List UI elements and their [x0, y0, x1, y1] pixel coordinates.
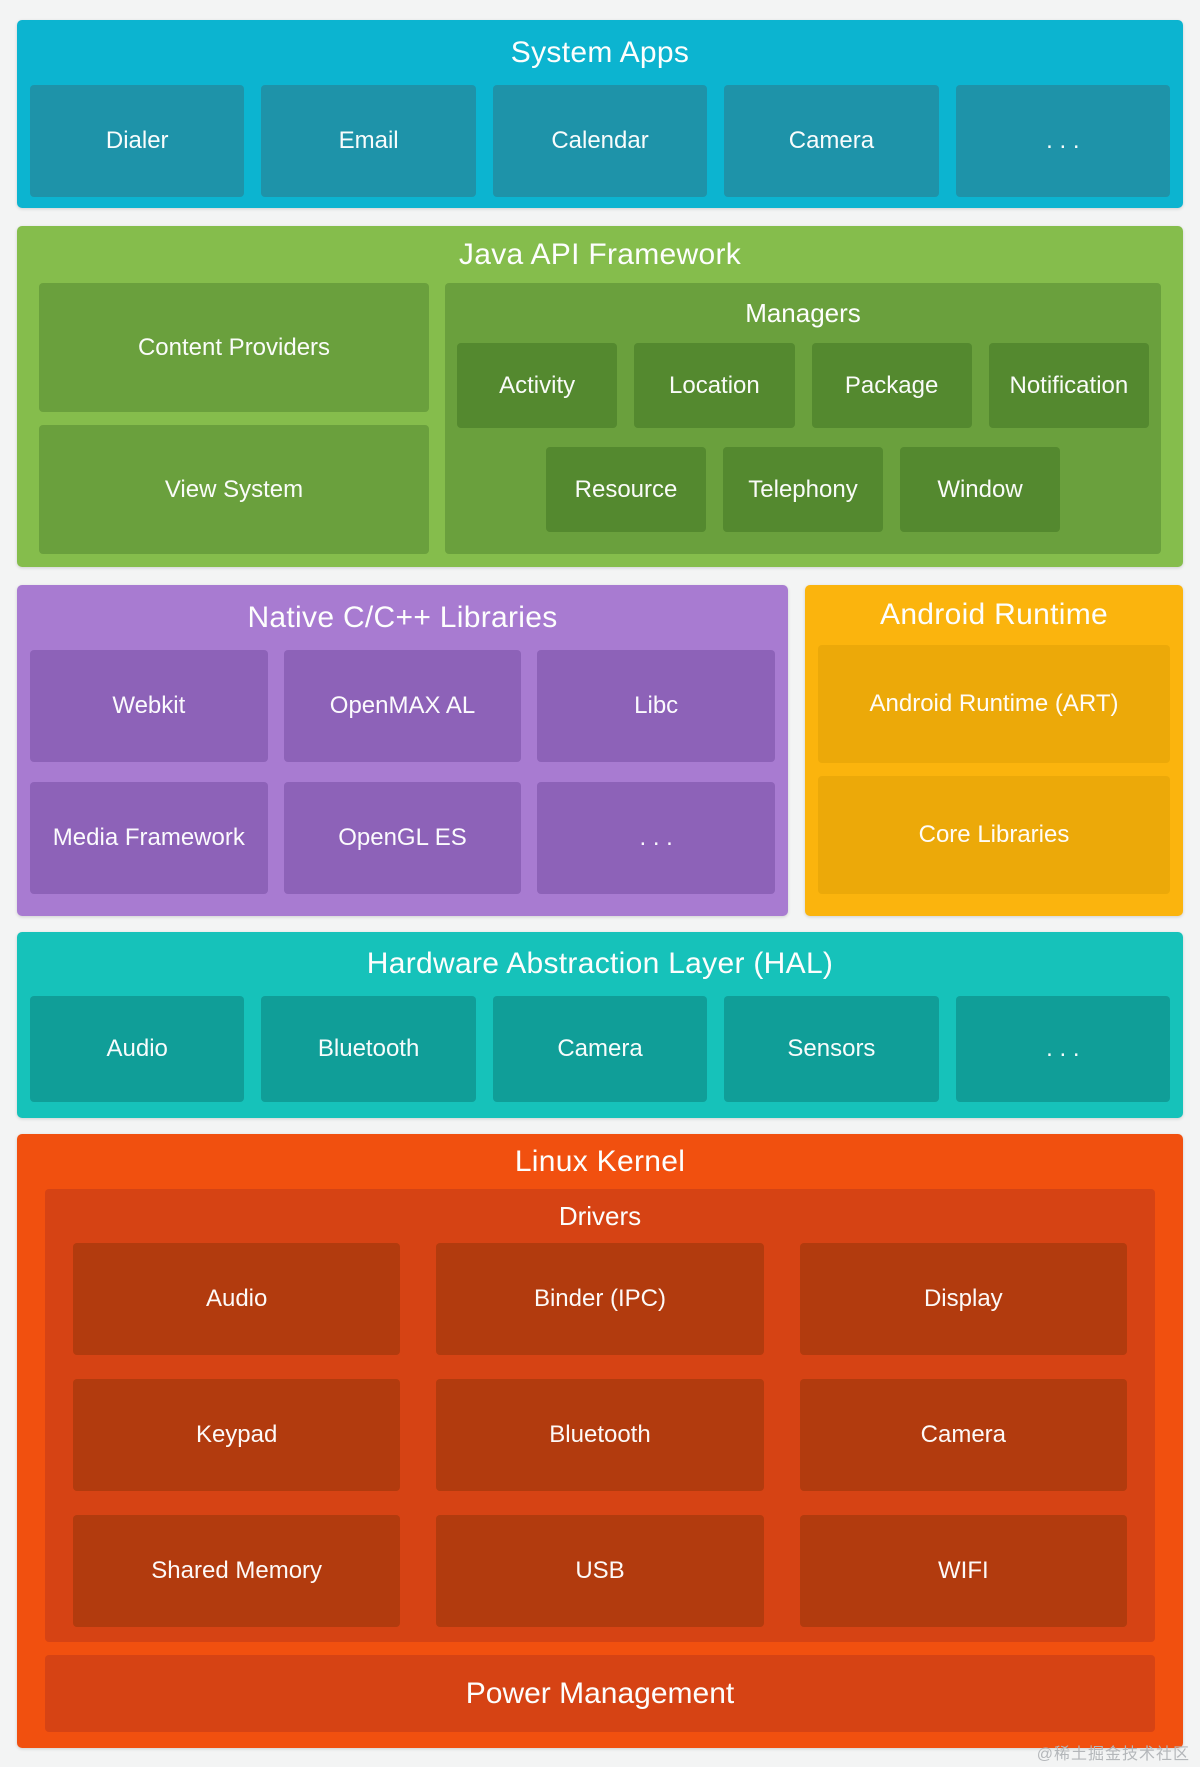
managers-group: Managers Activity Location Package Notif…: [445, 283, 1161, 554]
managers-row-1: Activity Location Package Notification: [457, 343, 1149, 428]
box-libc: Libc: [537, 650, 775, 762]
box-driver-audio: Audio: [73, 1243, 401, 1355]
hal-row: Audio Bluetooth Camera Sensors . . .: [17, 996, 1183, 1102]
box-power-management: Power Management: [45, 1655, 1155, 1732]
native-libraries-grid: Webkit OpenMAX AL Libc Media Framework O…: [17, 650, 788, 894]
section-native-libraries: Native C/C++ Libraries Webkit OpenMAX AL…: [17, 585, 788, 916]
section-title-native-libraries: Native C/C++ Libraries: [247, 600, 558, 634]
box-email: Email: [261, 85, 476, 197]
managers-title: Managers: [745, 297, 861, 328]
box-opengl-es: OpenGL ES: [283, 782, 522, 894]
libraries-runtime-row: Native C/C++ Libraries Webkit OpenMAX AL…: [17, 585, 1183, 916]
box-core-libraries: Core Libraries: [818, 776, 1170, 894]
box-media-framework: Media Framework: [30, 782, 268, 894]
box-art: Android Runtime (ART): [818, 645, 1170, 763]
box-more-apps: . . .: [955, 85, 1171, 197]
section-hal: Hardware Abstraction Layer (HAL) Audio B…: [17, 932, 1183, 1118]
box-notification-manager: Notification: [988, 343, 1149, 428]
box-camera-app: Camera: [724, 85, 939, 197]
box-driver-shared-memory: Shared Memory: [73, 1515, 401, 1627]
box-openmax-al: OpenMAX AL: [283, 650, 522, 762]
box-more-libraries: . . .: [537, 782, 775, 894]
section-system-apps: System Apps Dialer Email Calendar Camera…: [17, 20, 1183, 208]
box-dialer: Dialer: [30, 85, 245, 197]
diagram-stack: System Apps Dialer Email Calendar Camera…: [17, 20, 1183, 1748]
managers-row-2: Resource Telephony Window: [457, 447, 1149, 532]
box-webkit: Webkit: [30, 650, 268, 762]
section-java-api-framework: Java API Framework Content Providers Vie…: [17, 226, 1183, 567]
box-location-manager: Location: [634, 343, 795, 428]
box-window-manager: Window: [900, 447, 1060, 532]
drivers-grid: Audio Binder (IPC) Display Keypad Blueto…: [45, 1243, 1155, 1627]
drivers-title: Drivers: [558, 1200, 642, 1231]
watermark: @稀土掘金技术社区: [1036, 1746, 1190, 1763]
section-title-linux-kernel: Linux Kernel: [514, 1144, 686, 1178]
android-runtime-column: Android Runtime (ART) Core Libraries: [805, 645, 1183, 894]
box-hal-bluetooth: Bluetooth: [261, 996, 476, 1102]
java-left-column: Content Providers View System: [39, 283, 429, 554]
box-resource-manager: Resource: [546, 447, 706, 532]
system-apps-row: Dialer Email Calendar Camera . . .: [17, 85, 1183, 197]
box-driver-binder-ipc: Binder (IPC): [436, 1243, 764, 1355]
section-title-hal: Hardware Abstraction Layer (HAL): [366, 947, 834, 980]
box-hal-camera: Camera: [492, 996, 708, 1102]
box-package-manager: Package: [811, 343, 972, 428]
box-driver-camera: Camera: [799, 1379, 1127, 1491]
box-driver-usb: USB: [436, 1515, 764, 1627]
section-linux-kernel: Linux Kernel Drivers Audio Binder (IPC) …: [17, 1134, 1183, 1748]
section-title-system-apps: System Apps: [510, 35, 690, 69]
section-title-java-api-framework: Java API Framework: [458, 237, 742, 271]
drivers-group: Drivers Audio Binder (IPC) Display Keypa…: [45, 1189, 1155, 1642]
box-driver-display: Display: [799, 1243, 1127, 1355]
box-content-providers: Content Providers: [39, 283, 429, 412]
box-calendar: Calendar: [492, 85, 708, 197]
box-hal-more: . . .: [955, 996, 1171, 1102]
box-hal-audio: Audio: [30, 996, 245, 1102]
box-driver-wifi: WIFI: [799, 1515, 1127, 1627]
box-telephony-manager: Telephony: [723, 447, 883, 532]
java-framework-content: Content Providers View System Managers A…: [17, 283, 1183, 554]
box-driver-bluetooth: Bluetooth: [436, 1379, 764, 1491]
box-hal-sensors: Sensors: [724, 996, 939, 1102]
section-title-android-runtime: Android Runtime: [880, 598, 1108, 631]
section-android-runtime: Android Runtime Android Runtime (ART) Co…: [805, 585, 1183, 916]
box-view-system: View System: [39, 425, 429, 554]
box-driver-keypad: Keypad: [73, 1379, 401, 1491]
box-activity-manager: Activity: [457, 343, 618, 428]
